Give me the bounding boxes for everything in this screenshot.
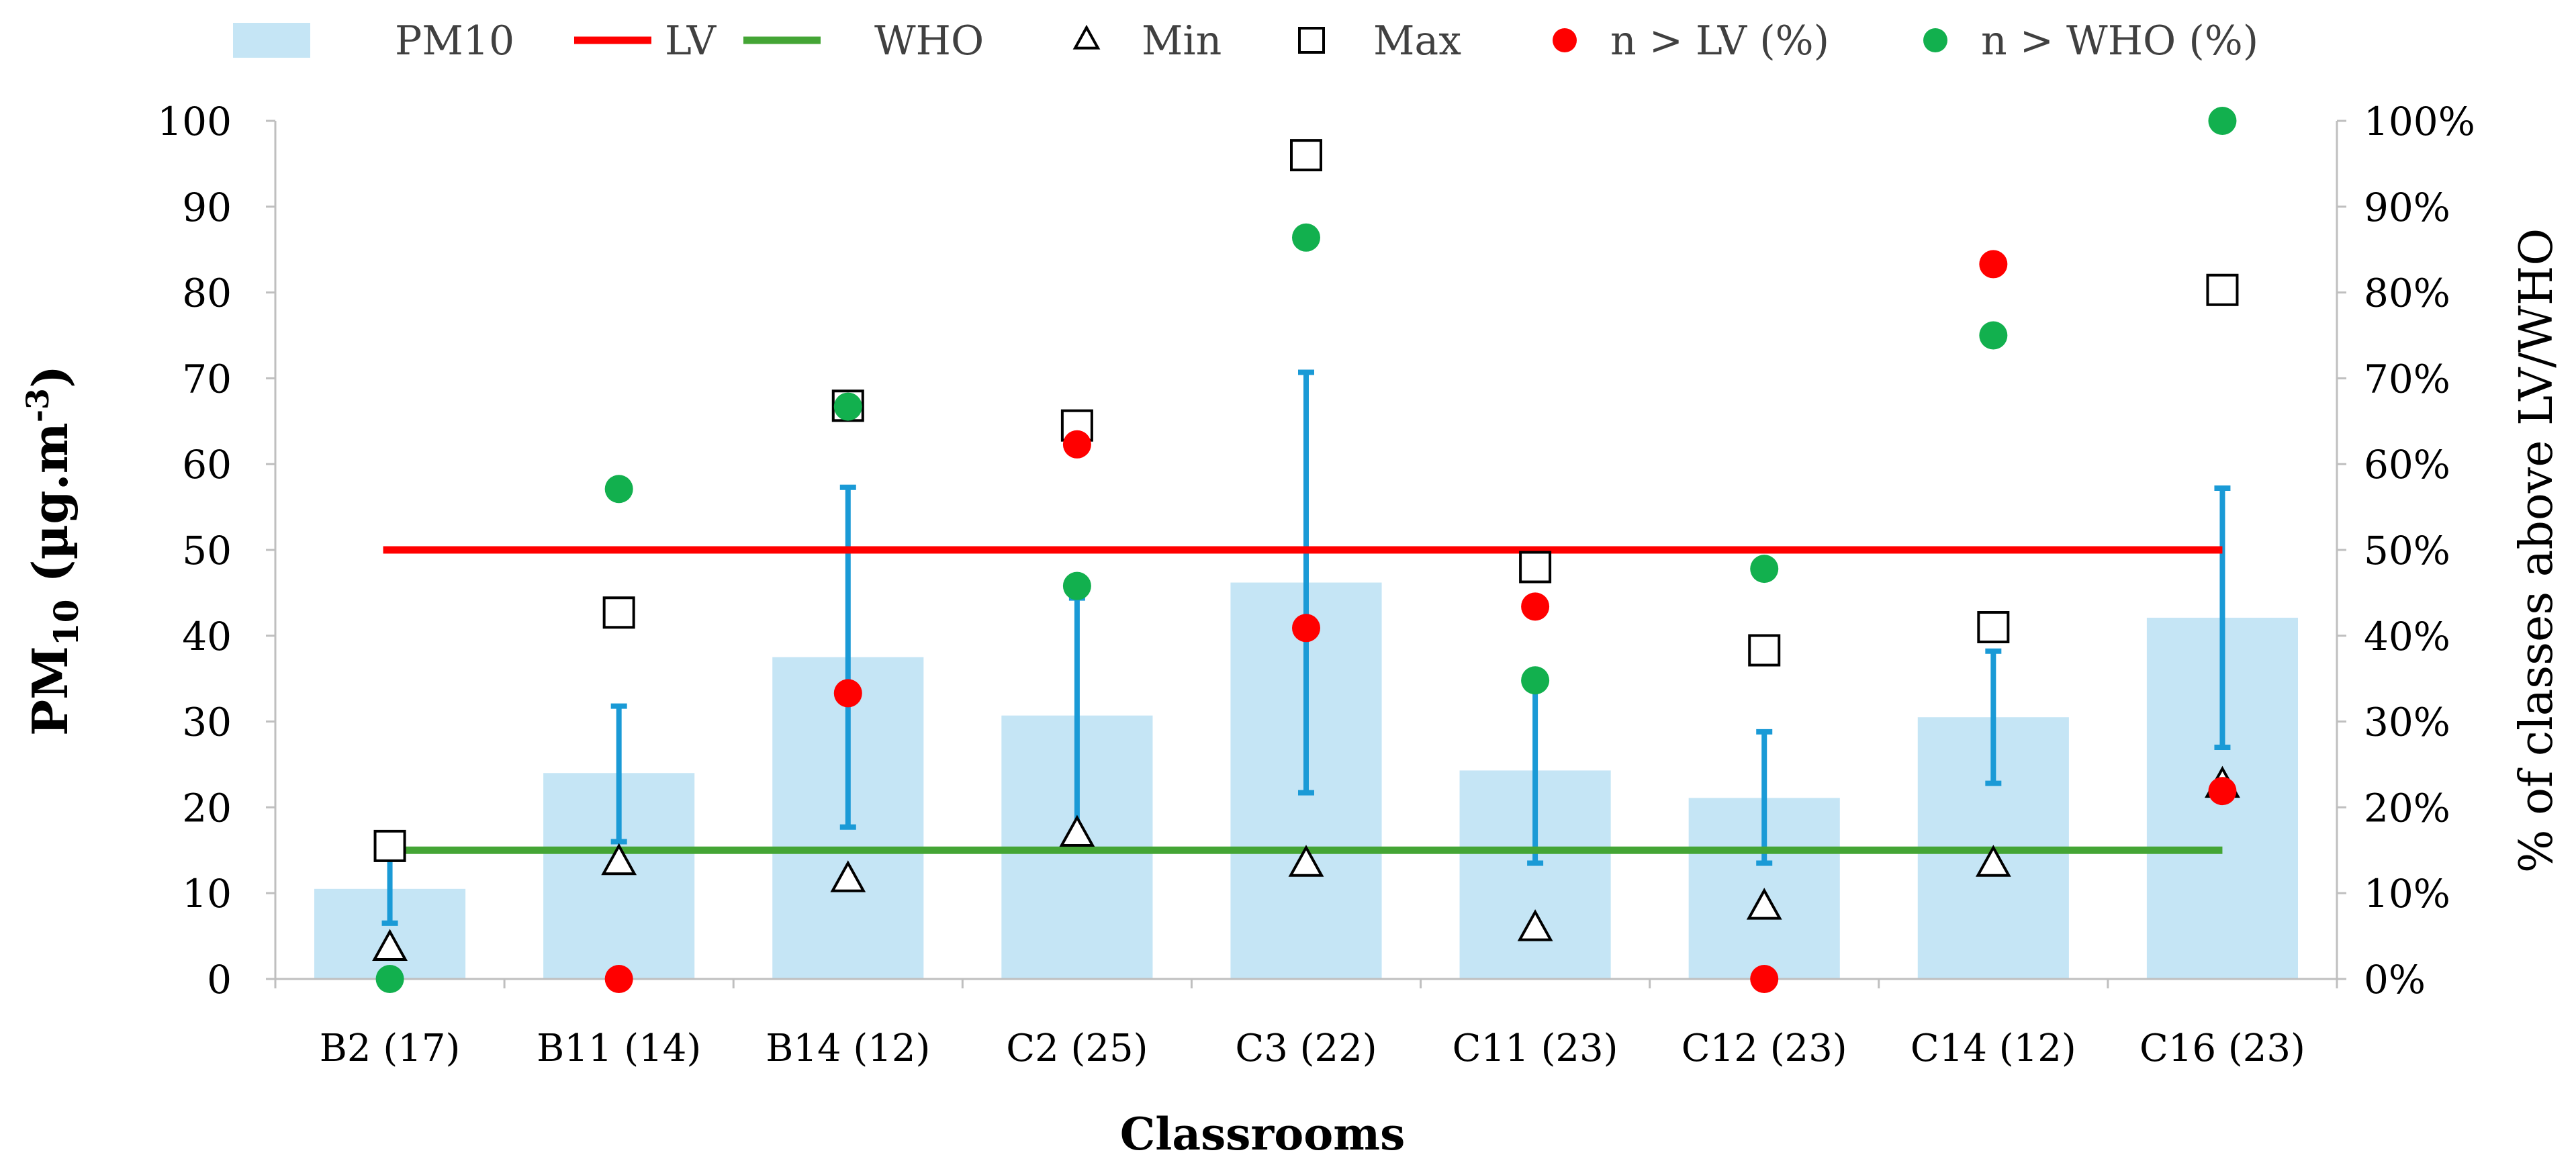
right-axis-tick-label: 60% — [2364, 442, 2450, 487]
n-above-lv-marker — [1521, 592, 1550, 621]
legend-n-who-marker — [1923, 28, 1947, 52]
right-axis-tick-labels: 0% 10% 20% 30% 40% 50% 60% 70% 80% 90% 100% — [2364, 99, 2475, 1002]
n-above-lv-marker — [1750, 965, 1779, 993]
left-axis-tick-label: 100 — [157, 99, 232, 144]
x-axis-tick-label: C16 (23) — [2140, 1027, 2305, 1070]
left-axis-tick-label: 60 — [182, 442, 232, 487]
right-axis-tick-label: 90% — [2364, 185, 2450, 230]
left-axis-tick-label: 80 — [182, 271, 232, 316]
n-above-who-marker — [604, 475, 633, 504]
x-axis-tick-label: C12 (23) — [1682, 1027, 1847, 1070]
legend-item-lv: LV — [574, 17, 717, 64]
left-axis-tick-label: 50 — [182, 528, 232, 573]
left-axis-tick-label: 90 — [182, 185, 232, 230]
right-axis-tick-label: 80% — [2364, 271, 2450, 316]
min-marker — [1746, 888, 1782, 920]
legend-label-who: WHO — [874, 17, 984, 64]
x-axis-tick-label: B14 (12) — [766, 1027, 930, 1070]
legend-item-min: Min — [1072, 17, 1222, 64]
max-marker — [373, 829, 406, 862]
left-axis-title: PM10 (µg.m-3) — [19, 365, 86, 736]
right-axis-tick-label: 10% — [2364, 871, 2450, 917]
x-axis-tick-label: C3 (22) — [1235, 1027, 1377, 1070]
left-axis-tick-labels: 0 10 20 30 40 50 60 70 80 90 100 — [157, 99, 232, 1002]
ylabel-subscript: 10 — [46, 600, 86, 647]
legend-item-who: WHO — [743, 17, 984, 64]
x-axis-tick-label: B2 (17) — [320, 1027, 461, 1070]
x-axis-tick-labels: B2 (17) B11 (14) B14 (12) C2 (25) C3 (22) C11… — [320, 1027, 2305, 1070]
n-above-lv-marker — [1292, 614, 1320, 643]
n-above-who-marker — [375, 965, 404, 993]
x-axis-title: Classrooms — [1120, 1108, 1406, 1160]
right-axis-tick-label: 20% — [2364, 785, 2450, 831]
legend-pm10-swatch — [233, 23, 310, 58]
n-above-who-marker — [1292, 223, 1320, 252]
n-above-lv-marker — [1979, 250, 2008, 279]
legend-label-lv: LV — [665, 17, 717, 64]
n-above-lv-marker — [604, 965, 633, 993]
left-axis-tick-label: 20 — [182, 785, 232, 831]
left-axis-tick-label: 40 — [182, 614, 232, 659]
min-marker — [1059, 814, 1095, 847]
legend-label-pm10: PM10 — [395, 17, 514, 64]
n-above-who-marker — [1062, 571, 1091, 600]
left-axis-tick-label: 0 — [207, 957, 232, 1002]
ylabel-unit-close: ) — [21, 365, 79, 388]
legend-label-max: Max — [1373, 17, 1461, 64]
x-axis-tick-label: C2 (25) — [1006, 1027, 1148, 1070]
max-marker — [1977, 611, 2010, 644]
min-marker — [372, 929, 408, 962]
n-above-who-marker — [833, 392, 862, 421]
right-axis-tick-label: 100% — [2364, 99, 2475, 144]
right-axis-tick-label: 40% — [2364, 614, 2450, 659]
max-marker — [1748, 634, 1781, 667]
legend-label-n_lv: n > LV (%) — [1610, 17, 1829, 64]
min-marker — [1975, 845, 2011, 877]
max-marker — [2206, 273, 2239, 306]
left-axis-tick-label: 10 — [182, 871, 232, 917]
right-axis-title: % of classes above LV/WHO — [2510, 228, 2563, 873]
markers — [372, 107, 2240, 993]
min-marker — [601, 843, 637, 876]
min-marker — [1517, 909, 1553, 941]
legend-label-n_who: n > WHO (%) — [1981, 17, 2258, 64]
max-marker — [1290, 139, 1322, 172]
n-above-who-marker — [1521, 666, 1550, 695]
right-axis-tick-label: 30% — [2364, 700, 2450, 745]
right-axis-tick-label: 70% — [2364, 356, 2450, 402]
max-marker — [1519, 551, 1552, 583]
x-axis-tick-label: C11 (23) — [1453, 1027, 1618, 1070]
min-marker — [830, 860, 866, 892]
legend-label-min: Min — [1142, 17, 1222, 64]
left-axis-tick-label: 70 — [182, 356, 232, 402]
ylabel-main: PM — [21, 646, 79, 736]
right-axis-tick-label: 0% — [2364, 957, 2426, 1002]
limit-lines — [383, 546, 2223, 854]
legend-item-pm10: PM10 — [233, 17, 514, 64]
n-above-who-marker — [1979, 321, 2008, 350]
ylabel-unit: (µg.m — [21, 422, 79, 599]
legend-min-marker — [1072, 24, 1101, 50]
x-axis-tick-label: C14 (12) — [1911, 1027, 2076, 1070]
n-above-lv-marker — [1062, 430, 1091, 459]
legend: PM10 LV WHO Min Max n > LV (%) n > WHO (%) — [233, 17, 2258, 64]
legend-max-marker — [1298, 27, 1325, 54]
x-axis-tick-label: B11 (14) — [537, 1027, 701, 1070]
n-above-lv-marker — [2208, 777, 2237, 806]
n-above-who-marker — [2208, 107, 2237, 135]
min-marker — [1288, 845, 1324, 877]
legend-item-n_who: n > WHO (%) — [1923, 17, 2258, 64]
n-above-who-marker — [1750, 555, 1779, 583]
ylabel-superscript: -3 — [19, 388, 56, 422]
legend-n-lv-marker — [1553, 28, 1577, 52]
max-marker — [602, 596, 635, 629]
legend-item-n_lv: n > LV (%) — [1553, 17, 1829, 64]
right-axis-tick-label: 50% — [2364, 528, 2450, 573]
n-above-lv-marker — [833, 679, 862, 708]
legend-item-max: Max — [1298, 17, 1461, 64]
left-axis-tick-label: 30 — [182, 700, 232, 745]
